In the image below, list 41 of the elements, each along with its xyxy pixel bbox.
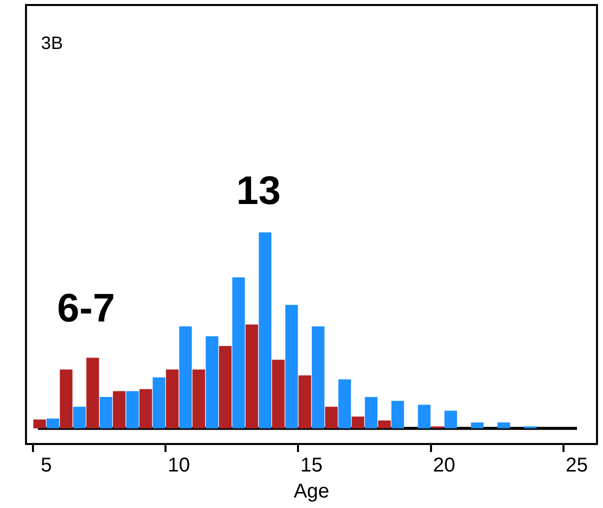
- bar: [246, 324, 258, 428]
- bar: [139, 389, 152, 428]
- bar: [285, 304, 298, 428]
- bar: [126, 391, 139, 428]
- x-tick-label: 15: [300, 454, 323, 477]
- bar: [46, 418, 60, 428]
- bar: [206, 336, 218, 428]
- annotation: 6-7: [57, 286, 115, 330]
- bar: [258, 232, 272, 428]
- bar: [152, 377, 166, 428]
- bar: [378, 420, 391, 428]
- bar: [444, 410, 458, 428]
- x-axis-title: Age: [294, 480, 330, 503]
- bar: [272, 360, 285, 428]
- bar: [192, 370, 206, 428]
- x-tick-label: 5: [40, 454, 52, 477]
- bar: [391, 400, 404, 428]
- bar: [33, 420, 46, 428]
- bar: [498, 422, 510, 428]
- bar: [60, 370, 72, 428]
- bar: [219, 346, 232, 428]
- bar: [418, 404, 431, 428]
- bar: [232, 277, 245, 428]
- bar: [86, 358, 99, 428]
- bar: [312, 326, 324, 428]
- bar: [338, 379, 351, 428]
- x-tick-label: 25: [566, 454, 588, 477]
- bar: [470, 422, 484, 428]
- bar: [73, 406, 86, 428]
- x-tick-label: 20: [432, 454, 456, 477]
- bar: [325, 406, 338, 428]
- bar: [298, 375, 312, 428]
- bar: [179, 326, 192, 428]
- bar: [352, 416, 364, 428]
- bar: [364, 396, 378, 428]
- x-tick-label: 10: [168, 454, 190, 477]
- bar: [100, 396, 112, 428]
- text: 13: [236, 168, 281, 213]
- text: 3B: [41, 32, 64, 53]
- bar: [112, 391, 126, 428]
- bar: [166, 370, 179, 428]
